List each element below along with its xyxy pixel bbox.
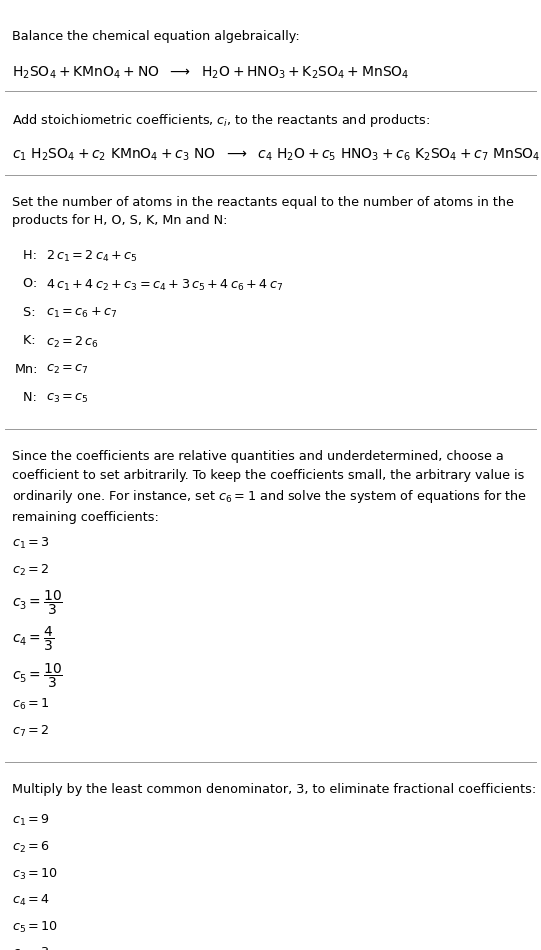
Text: $c_6 = 3$: $c_6 = 3$	[12, 946, 50, 950]
Text: $c_1\ \mathrm{H_2SO_4} + c_2\ \mathrm{KMnO_4} + c_3\ \mathrm{NO}$  $\longrightar: $c_1\ \mathrm{H_2SO_4} + c_2\ \mathrm{KM…	[12, 146, 540, 162]
Text: $2\,c_1 = 2\,c_4 + c_5$: $2\,c_1 = 2\,c_4 + c_5$	[46, 249, 138, 264]
Text: $c_3 = 10$: $c_3 = 10$	[12, 866, 58, 882]
Text: Since the coefficients are relative quantities and underdetermined, choose a
coe: Since the coefficients are relative quan…	[12, 450, 527, 523]
Text: K:: K:	[15, 334, 36, 348]
Text: N:: N:	[15, 391, 37, 405]
Text: Add stoichiometric coefficients, $c_i$, to the reactants and products:: Add stoichiometric coefficients, $c_i$, …	[12, 112, 430, 129]
Text: $c_4 = \dfrac{4}{3}$: $c_4 = \dfrac{4}{3}$	[12, 625, 54, 654]
Text: $c_2 = 2$: $c_2 = 2$	[12, 562, 49, 578]
Text: $c_4 = 4$: $c_4 = 4$	[12, 893, 50, 908]
Text: $4\,c_1 + 4\,c_2 + c_3 = c_4 + 3\,c_5 + 4\,c_6 + 4\,c_7$: $4\,c_1 + 4\,c_2 + c_3 = c_4 + 3\,c_5 + …	[46, 277, 283, 293]
Text: $c_2 = c_7$: $c_2 = c_7$	[46, 363, 89, 376]
Text: $c_3 = \dfrac{10}{3}$: $c_3 = \dfrac{10}{3}$	[12, 589, 63, 618]
Text: $\mathrm{H_2SO_4 + KMnO_4 + NO}$  $\longrightarrow$  $\mathrm{H_2O + HNO_3 + K_2: $\mathrm{H_2SO_4 + KMnO_4 + NO}$ $\longr…	[12, 65, 410, 81]
Text: $c_6 = 1$: $c_6 = 1$	[12, 697, 50, 712]
Text: Mn:: Mn:	[15, 363, 38, 376]
Text: $c_1 = c_6 + c_7$: $c_1 = c_6 + c_7$	[46, 306, 117, 320]
Text: $c_7 = 2$: $c_7 = 2$	[12, 724, 49, 739]
Text: $c_5 = 10$: $c_5 = 10$	[12, 920, 58, 935]
Text: $c_1 = 3$: $c_1 = 3$	[12, 536, 50, 551]
Text: S:: S:	[15, 306, 36, 319]
Text: $c_2 = 6$: $c_2 = 6$	[12, 840, 50, 855]
Text: $c_2 = 2\,c_6$: $c_2 = 2\,c_6$	[46, 334, 99, 350]
Text: Multiply by the least common denominator, 3, to eliminate fractional coefficient: Multiply by the least common denominator…	[12, 783, 536, 796]
Text: Balance the chemical equation algebraically:: Balance the chemical equation algebraica…	[12, 30, 300, 44]
Text: $c_1 = 9$: $c_1 = 9$	[12, 813, 50, 828]
Text: O:: O:	[15, 277, 37, 291]
Text: $c_3 = c_5$: $c_3 = c_5$	[46, 391, 89, 405]
Text: H:: H:	[15, 249, 37, 262]
Text: $c_5 = \dfrac{10}{3}$: $c_5 = \dfrac{10}{3}$	[12, 661, 63, 690]
Text: Set the number of atoms in the reactants equal to the number of atoms in the
pro: Set the number of atoms in the reactants…	[12, 196, 514, 227]
